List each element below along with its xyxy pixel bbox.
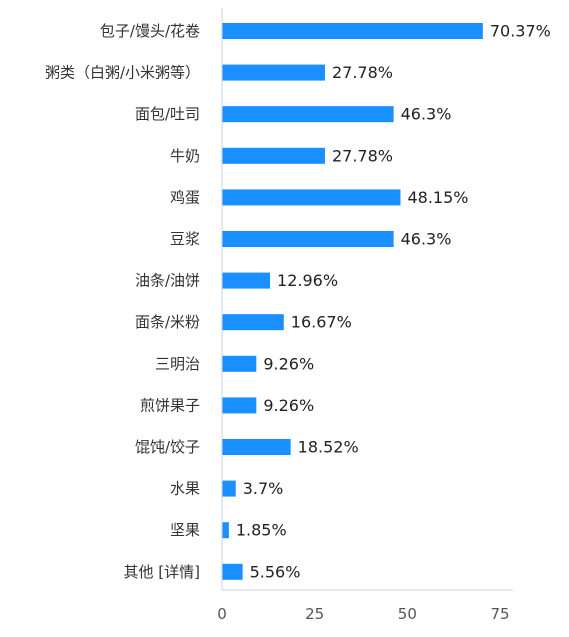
category-label: 坚果 bbox=[170, 521, 200, 539]
category-label: 水果 bbox=[170, 480, 200, 498]
bar bbox=[222, 106, 394, 123]
category-label: 煎饼果子 bbox=[140, 396, 200, 414]
x-tick-label: 75 bbox=[490, 605, 509, 623]
bar bbox=[222, 272, 271, 289]
bar bbox=[222, 522, 229, 539]
value-label: 70.37% bbox=[490, 22, 551, 41]
x-axis-ticks: 0 25 50 75 bbox=[217, 605, 509, 623]
bars-group bbox=[222, 23, 483, 580]
category-label: 面包/吐司 bbox=[135, 105, 200, 123]
bar bbox=[222, 231, 394, 247]
x-tick-label: 0 bbox=[217, 605, 227, 623]
category-label: 馄饨/饺子 bbox=[135, 438, 200, 456]
category-label: 包子/馒头/花卷 bbox=[100, 22, 200, 40]
category-label: 面条/米粉 bbox=[135, 313, 200, 331]
value-label: 46.3% bbox=[401, 230, 452, 249]
category-label: 其他 [详情] bbox=[124, 563, 200, 581]
category-label: 粥类（白粥/小米粥等） bbox=[45, 64, 200, 82]
value-label: 12.96% bbox=[277, 271, 338, 290]
x-tick-label: 50 bbox=[398, 605, 417, 623]
category-label: 牛奶 bbox=[170, 147, 200, 165]
bar bbox=[222, 563, 243, 580]
x-tick-label: 25 bbox=[305, 605, 324, 623]
category-label: 油条/油饼 bbox=[135, 272, 200, 290]
value-label: 1.85% bbox=[236, 521, 287, 540]
value-label: 46.3% bbox=[401, 105, 452, 124]
value-label: 5.56% bbox=[250, 562, 301, 581]
bar bbox=[222, 147, 325, 164]
bar bbox=[222, 64, 325, 81]
bar bbox=[222, 23, 483, 39]
bar bbox=[222, 439, 291, 455]
value-label: 27.78% bbox=[332, 146, 393, 165]
category-label: 三明治 bbox=[155, 355, 200, 373]
bar bbox=[222, 397, 257, 414]
value-label: 3.7% bbox=[243, 479, 284, 498]
category-label: 豆浆 bbox=[170, 230, 200, 248]
value-label: 48.15% bbox=[407, 188, 468, 207]
value-label: 16.67% bbox=[291, 313, 352, 332]
bar bbox=[222, 314, 284, 331]
bar bbox=[222, 355, 257, 372]
bar bbox=[222, 480, 236, 497]
value-labels: 70.37% 27.78% 46.3% 27.78% 48.15% 46.3% 12.96%… bbox=[236, 22, 551, 582]
category-label: 鸡蛋 bbox=[170, 188, 200, 206]
value-label: 18.52% bbox=[298, 438, 359, 457]
value-label: 9.26% bbox=[263, 354, 314, 373]
value-label: 27.78% bbox=[332, 63, 393, 82]
value-label: 9.26% bbox=[263, 396, 314, 415]
bar bbox=[222, 189, 401, 206]
